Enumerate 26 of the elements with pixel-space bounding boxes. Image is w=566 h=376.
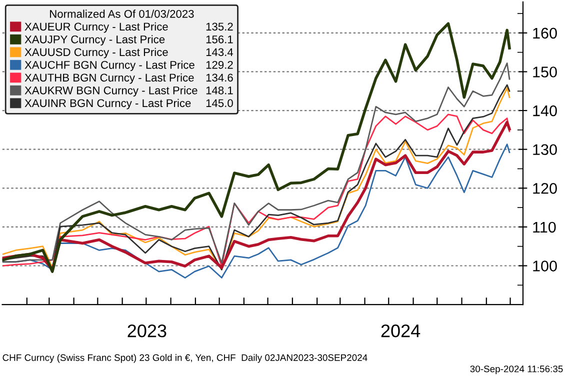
legend-label: XAUCHF BGN Curncy - Last Price <box>24 60 194 72</box>
legend-label: XAUEUR Curncy - Last Price <box>24 22 168 33</box>
y-tick-label: 120 <box>533 183 557 194</box>
annotation: 145.0 <box>206 99 233 108</box>
x-tick-label: 2023 <box>128 324 166 338</box>
legend-label: XAUJPY Curncy - Last Price <box>24 35 165 46</box>
legend-title: Normalized As Of 01/03/2023 <box>50 10 194 18</box>
legend-label: XAUUSD Curncy - Last Price <box>24 48 168 58</box>
y-tick-label: 110 <box>533 222 556 233</box>
legend-label: XAUKRW BGN Curncy - Last Price <box>24 86 198 97</box>
legend-label: XAUINR BGN Curncy - Last Price <box>24 98 191 110</box>
text: CHF Curncy (Swiss Franc Spot) 23 Gold in €, Yen, CHF Daily 02JAN2023-30SEP2024 <box>2 354 368 363</box>
y-tick-label: 100 <box>533 260 557 272</box>
annotation: 135.2 <box>206 22 233 31</box>
annotation: 134.6 <box>206 74 233 82</box>
y-tick-label: 150 <box>533 66 557 78</box>
x-tick-label: 2024 <box>381 324 420 338</box>
y-tick-label: 160 <box>533 28 557 39</box>
text: 30-Sep-2024 11:56:35 <box>470 366 563 374</box>
annotation: 156.1 <box>206 35 233 44</box>
annotation: 143.4 <box>206 48 234 56</box>
legend-label: XAUTHB BGN Curncy - Last Price <box>24 73 194 84</box>
annotation: 129.2 <box>206 60 233 69</box>
y-tick-label: 130 <box>533 144 557 156</box>
annotation: 148.1 <box>206 86 233 94</box>
y-tick-label: 140 <box>533 105 557 116</box>
